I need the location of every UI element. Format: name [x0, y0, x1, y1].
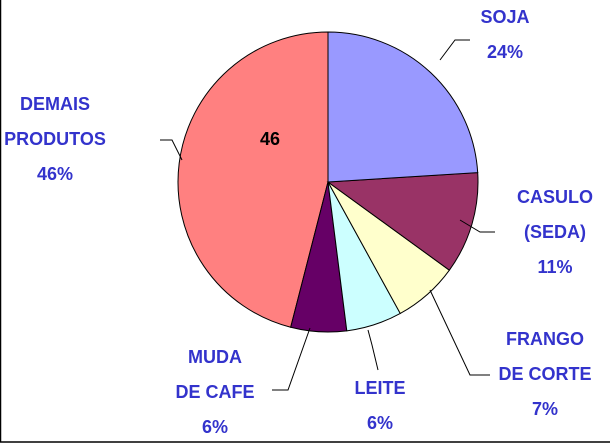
leader-line — [367, 329, 379, 371]
slice-label: LEITE — [354, 378, 405, 398]
slice-label-line: (SEDA) — [524, 222, 586, 242]
leader-line — [459, 219, 495, 233]
pie-slice — [326, 172, 479, 271]
slice-label-line: LEITE — [354, 378, 405, 398]
leader-line — [429, 289, 490, 376]
leader-line — [439, 39, 470, 61]
slice-label: FRANGO DE CORTE — [498, 329, 591, 384]
slice-label: CASULO (SEDA) — [517, 187, 593, 242]
slice-annotation: 46 — [260, 129, 280, 149]
slice-label-line: PRODUTOS — [4, 129, 106, 149]
slice-value-label: 6% — [367, 413, 393, 433]
slice-value-label: 24% — [487, 42, 523, 62]
slice-label-line: SOJA — [480, 7, 529, 27]
slice-label: MUDA DE CAFE — [175, 347, 254, 402]
slice-label: SOJA — [480, 7, 529, 27]
slice-label: DEMAIS PRODUTOS — [4, 94, 106, 149]
pie-slice — [177, 31, 329, 328]
slice-value-label: 6% — [202, 417, 228, 437]
slice-label-line: DE CAFE — [175, 382, 254, 402]
slice-label-line: MUDA — [188, 347, 242, 367]
slice-value-label: 7% — [532, 399, 558, 419]
slice-label-line: CASULO — [517, 187, 593, 207]
slice-label-line: DEMAIS — [20, 94, 90, 114]
slice-label-line: DE CORTE — [498, 364, 591, 384]
slice-value-label: 11% — [537, 257, 572, 277]
pie-slice — [327, 31, 479, 183]
slice-label-line: FRANGO — [506, 329, 584, 349]
leader-line — [272, 327, 311, 391]
slice-value-label: 46% — [37, 164, 73, 184]
leader-line — [160, 139, 183, 161]
